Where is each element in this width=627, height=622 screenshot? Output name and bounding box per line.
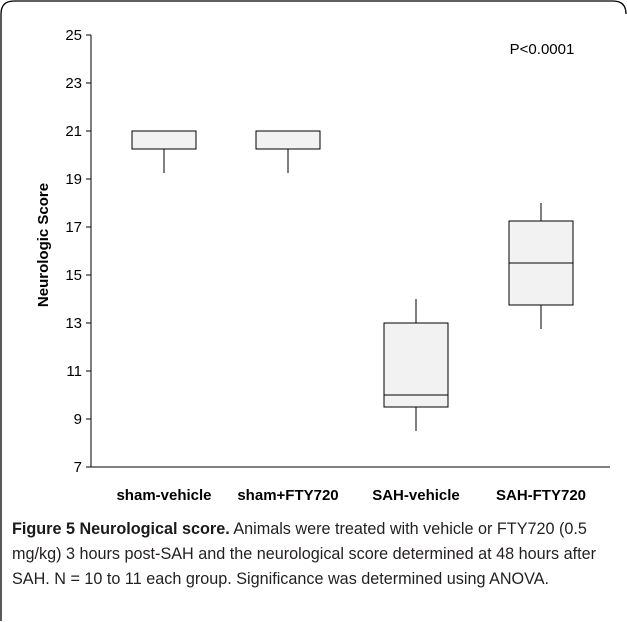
- box-series: [131, 130, 574, 431]
- y-axis-label: Neurologic Score: [35, 183, 52, 307]
- y-tick-label: 7: [74, 459, 82, 476]
- iqr-box: [383, 322, 449, 408]
- x-tick-label: sham+FTY720: [237, 487, 338, 504]
- box-sham-vehicle: [131, 130, 197, 173]
- y-tick-label: 17: [65, 219, 82, 236]
- box-plot: 7 9 11 13 15 17 19 21 23 25 sham-vehicle sham+FTY7…: [35, 27, 610, 504]
- figure-caption: Figure 5 Neurological score. Animals wer…: [12, 517, 612, 592]
- y-tick-label: 11: [66, 363, 82, 380]
- y-tick-label: 19: [65, 171, 82, 188]
- iqr-box: [255, 130, 321, 150]
- y-tick-label: 23: [65, 75, 82, 92]
- box-sham-fty720: [255, 130, 321, 173]
- caption-text: Animals were treated with vehicle or FTY…: [12, 520, 596, 588]
- box-sah-fty720: [508, 203, 574, 329]
- y-tick-label: 9: [74, 411, 82, 428]
- x-tick-label: SAH-vehicle: [372, 487, 460, 504]
- p-value-annotation: P<0.0001: [510, 41, 575, 58]
- box-sah-vehicle: [383, 299, 449, 431]
- x-tick-label: sham-vehicle: [116, 487, 211, 504]
- iqr-box: [131, 130, 197, 150]
- x-axis: sham-vehicle sham+FTY720 SAH-vehicle SAH-FT…: [91, 466, 610, 504]
- y-tick-label: 13: [65, 315, 82, 332]
- x-tick-label: SAH-FTY720: [496, 487, 586, 504]
- y-tick-label: 21: [65, 123, 82, 140]
- y-axis: 7 9 11 13 15 17 19 21 23 25: [65, 27, 92, 476]
- caption-title: Figure 5 Neurological score.: [12, 520, 230, 538]
- y-tick-label: 25: [65, 27, 82, 44]
- y-tick-label: 15: [65, 267, 82, 284]
